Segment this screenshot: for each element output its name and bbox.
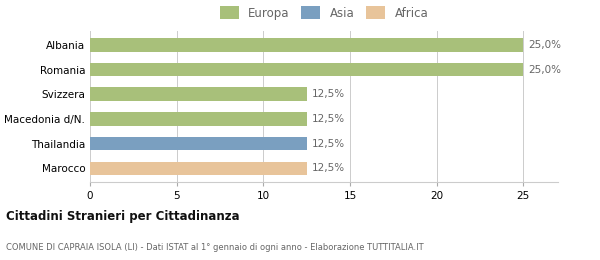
Bar	[90, 87, 307, 101]
Bar	[90, 38, 523, 52]
Bar	[90, 137, 307, 151]
Text: COMUNE DI CAPRAIA ISOLA (LI) - Dati ISTAT al 1° gennaio di ogni anno - Elaborazi: COMUNE DI CAPRAIA ISOLA (LI) - Dati ISTA…	[6, 243, 424, 252]
Bar	[90, 161, 307, 175]
Text: 12,5%: 12,5%	[312, 114, 345, 124]
Bar	[90, 63, 523, 76]
Text: 12,5%: 12,5%	[312, 89, 345, 99]
Text: 25,0%: 25,0%	[529, 64, 562, 75]
Text: Cittadini Stranieri per Cittadinanza: Cittadini Stranieri per Cittadinanza	[6, 210, 239, 223]
Text: 12,5%: 12,5%	[312, 139, 345, 149]
Text: 12,5%: 12,5%	[312, 163, 345, 173]
Legend: Europa, Asia, Africa: Europa, Asia, Africa	[217, 4, 431, 22]
Text: 25,0%: 25,0%	[529, 40, 562, 50]
Bar	[90, 112, 307, 126]
